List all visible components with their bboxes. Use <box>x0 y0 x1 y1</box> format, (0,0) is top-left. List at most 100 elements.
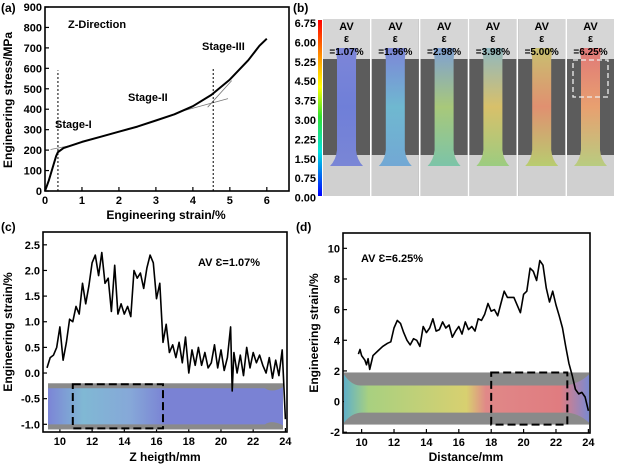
annotation-z-direction: Z-Direction <box>68 19 126 31</box>
y-axis-label-a: Engineering stress/MPa <box>1 32 15 168</box>
frame-label-epsilon: ε <box>539 33 545 45</box>
y-axis-label-d: Engineering strain/% <box>307 273 321 393</box>
x-tick-label-a: 0 <box>42 195 48 207</box>
y-tick-label-a: 700 <box>24 43 42 55</box>
x-tick-label-c: 10 <box>54 436 66 448</box>
x-tick-label-c: 16 <box>150 436 162 448</box>
tangent-line-stage-3 <box>207 80 232 108</box>
plot-frame-c <box>42 231 288 433</box>
y-tick-label-a: 400 <box>24 104 42 116</box>
colorbar-tick-label: 3.75 <box>295 96 316 108</box>
frame-label-av: AV <box>388 21 403 33</box>
colorbar-tick-label: 3.00 <box>295 115 316 127</box>
annotation-stage-2: Stage-II <box>128 92 168 104</box>
frame-label-epsilon: ε <box>490 33 496 45</box>
frame-label-av: AV <box>486 21 501 33</box>
x-tick-label-d: 24 <box>582 437 595 449</box>
x-tick-label-d: 16 <box>453 437 465 449</box>
colorbar-tick-label: 6.75 <box>295 18 316 30</box>
colorbar-tick-label: 1.50 <box>295 154 316 166</box>
y-tick-label-a: 300 <box>24 125 42 137</box>
frame-label-strain: =5.00% <box>525 47 559 58</box>
y-tick-label-c: 0.5 <box>25 342 40 354</box>
colorbar-tick-label: 0.75 <box>295 173 316 185</box>
specimen-frame-6: AVε =6.25% <box>567 19 614 196</box>
x-tick-label-d: 18 <box>485 437 497 449</box>
y-tick-label-d: -2 <box>330 427 340 439</box>
frame-label-av: AV <box>583 21 598 33</box>
x-tick-label-c: 22 <box>247 436 259 448</box>
y-tick-label-d: 8 <box>334 274 340 286</box>
x-tick-label-d: 22 <box>550 437 562 449</box>
y-tick-label-a: 500 <box>24 84 42 96</box>
frame-label-strain: =1.96% <box>378 47 412 58</box>
x-tick-label-c: 14 <box>118 436 131 448</box>
frame-label-epsilon: ε <box>393 33 399 45</box>
specimen-frame-5: AVε =5.00% <box>518 19 566 196</box>
strain-map <box>330 48 363 166</box>
x-tick-label-a: 1 <box>79 195 85 207</box>
x-tick-label-d: 10 <box>356 437 368 449</box>
x-axis-label-a: Engineering strain/% <box>106 208 226 222</box>
y-tick-label-c: 1.5 <box>25 291 40 303</box>
annotation-av-strain-d: AV Ɛ=6.25% <box>361 253 423 265</box>
frame-label-epsilon: ε <box>588 33 594 45</box>
specimen-frame-1: AVε =1.07% <box>323 19 370 196</box>
x-tick-label-d: 12 <box>388 437 400 449</box>
x-tick-label-d: 14 <box>420 437 433 449</box>
inset-strain-map <box>48 387 283 426</box>
colorbar-tick-label: 4.50 <box>295 76 316 88</box>
x-tick-label-c: 20 <box>215 436 227 448</box>
strain-map <box>476 48 510 166</box>
frame-label-epsilon: ε <box>441 33 447 45</box>
highlight-box <box>71 383 164 430</box>
frame-label-epsilon: ε <box>344 33 350 45</box>
strain-map <box>525 48 559 166</box>
y-tick-label-c: 1.0 <box>25 317 40 329</box>
strain-map <box>574 48 607 166</box>
colorbar-tick-label: 2.25 <box>295 134 316 146</box>
frame-label-strain: =2.98% <box>427 47 461 58</box>
y-tick-label-d: 6 <box>334 305 340 317</box>
y-tick-label-a: 900 <box>24 2 42 14</box>
colorbar-tick-label: 5.25 <box>295 57 316 69</box>
x-axis-label-c: Z heigth/mm <box>129 450 200 464</box>
y-tick-label-c: 2.0 <box>25 265 40 277</box>
y-tick-label-a: 200 <box>24 145 42 157</box>
frame-label-strain: =1.07% <box>329 47 363 58</box>
data-line-strain-profile-d <box>357 259 590 411</box>
colorbar <box>318 20 322 196</box>
x-tick-label-c: 12 <box>86 436 98 448</box>
x-tick-label-c: 18 <box>183 436 195 448</box>
y-tick-label-d: 2 <box>334 366 340 378</box>
y-tick-label-a: 0 <box>36 186 42 198</box>
x-tick-label-c: 24 <box>279 436 292 448</box>
panel-label-d: (d) <box>296 220 311 234</box>
colorbar-tick-label: 0.00 <box>295 193 316 205</box>
y-tick-label-d: 4 <box>334 335 341 347</box>
frame-label-strain: =3.98% <box>476 47 510 58</box>
specimen-frame-4: AVε =3.98% <box>469 19 517 196</box>
annotation-stage-1: Stage-I <box>55 119 92 131</box>
inset-strain-map <box>344 374 589 423</box>
annotation-av-strain-c: AV Ɛ=1.07% <box>198 257 260 269</box>
panel-label-b: (b) <box>293 1 308 15</box>
y-tick-label-a: 100 <box>24 166 42 178</box>
x-tick-label-a: 4 <box>190 195 197 207</box>
annotation-stage-3: Stage-III <box>202 41 245 53</box>
x-tick-label-d: 20 <box>517 437 529 449</box>
specimen-frame-3: AVε =2.98% <box>420 19 468 196</box>
y-tick-label-d: 0 <box>334 397 340 409</box>
panel-label-c: (c) <box>1 220 16 234</box>
frame-label-av: AV <box>534 21 549 33</box>
data-line-stress-strain <box>44 37 268 192</box>
x-tick-label-a: 2 <box>116 195 122 207</box>
y-tick-label-c: 0.0 <box>25 368 40 380</box>
plot-frame-d <box>342 232 591 434</box>
y-tick-label-c: -1.0 <box>21 419 40 431</box>
frame-label-strain: =6.25% <box>573 47 607 58</box>
specimen-frame-2: AVε =1.96% <box>371 19 419 196</box>
x-tick-label-a: 3 <box>153 195 159 207</box>
frame-label-av: AV <box>339 21 354 33</box>
